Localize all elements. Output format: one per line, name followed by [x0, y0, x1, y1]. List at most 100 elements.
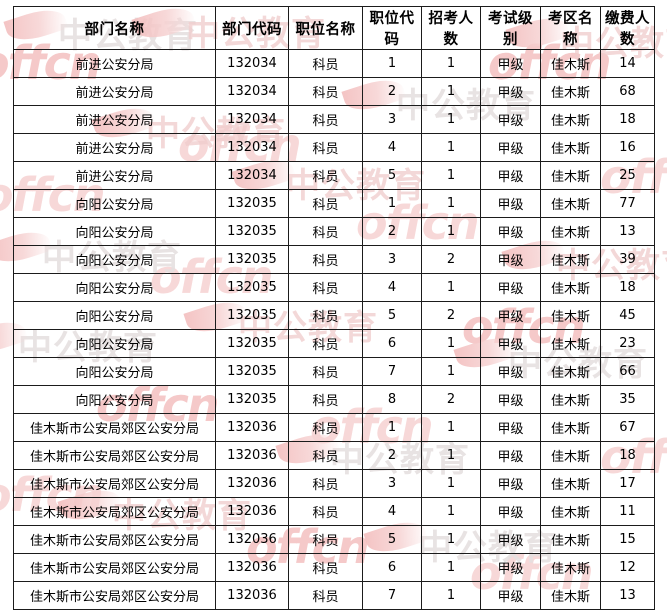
cell-code: 132035	[215, 273, 289, 302]
cell-area: 佳木斯	[540, 329, 601, 358]
table-row[interactable]: 佳木斯市公安局郊区公安分局 132036 科员 2 1 甲级 佳木斯 18	[13, 441, 655, 470]
cell-area: 佳木斯	[540, 189, 601, 218]
cell-level: 甲级	[480, 497, 541, 526]
column-header-level[interactable]: 考试级别	[480, 6, 541, 50]
cell-level: 甲级	[480, 329, 541, 358]
cell-fee: 25	[600, 161, 655, 190]
cell-hire: 1	[421, 77, 481, 106]
cell-pos: 科员	[288, 77, 363, 106]
table-row[interactable]: 向阳公安分局 132035 科员 7 1 甲级 佳木斯 66	[13, 357, 655, 386]
cell-fee: 17	[600, 469, 655, 498]
cell-hire: 1	[421, 49, 481, 78]
column-header-area[interactable]: 考区名称	[540, 6, 601, 50]
cell-pos: 科员	[288, 497, 363, 526]
cell-area: 佳木斯	[540, 553, 601, 582]
cell-hire: 2	[421, 245, 481, 274]
cell-area: 佳木斯	[540, 77, 601, 106]
cell-code: 132034	[215, 161, 289, 190]
cell-code: 132035	[215, 301, 289, 330]
cell-code: 132035	[215, 357, 289, 386]
cell-pos: 科员	[288, 357, 363, 386]
cell-hire: 1	[421, 441, 481, 470]
cell-hire: 1	[421, 581, 481, 610]
cell-pos: 科员	[288, 105, 363, 134]
cell-pos: 科员	[288, 133, 363, 162]
table-row[interactable]: 佳木斯市公安局郊区公安分局 132036 科员 1 1 甲级 佳木斯 67	[13, 413, 655, 442]
cell-dept: 向阳公安分局	[13, 329, 216, 358]
column-header-fee[interactable]: 缴费人数	[600, 6, 655, 50]
cell-area: 佳木斯	[540, 497, 601, 526]
table-row[interactable]: 佳木斯市公安局郊区公安分局 132036 科员 6 1 甲级 佳木斯 12	[13, 553, 655, 582]
cell-fee: 35	[600, 385, 655, 414]
cell-poscd: 8	[362, 385, 422, 414]
cell-area: 佳木斯	[540, 441, 601, 470]
cell-fee: 18	[600, 441, 655, 470]
cell-fee: 15	[600, 525, 655, 554]
cell-level: 甲级	[480, 553, 541, 582]
cell-area: 佳木斯	[540, 161, 601, 190]
cell-level: 甲级	[480, 217, 541, 246]
table-row[interactable]: 佳木斯市公安局郊区公安分局 132036 科员 4 1 甲级 佳木斯 11	[13, 497, 655, 526]
cell-hire: 1	[421, 133, 481, 162]
cell-dept: 向阳公安分局	[13, 357, 216, 386]
column-header-poscd[interactable]: 职位代码	[362, 6, 422, 50]
cell-poscd: 1	[362, 49, 422, 78]
cell-poscd: 7	[362, 357, 422, 386]
table-row[interactable]: 向阳公安分局 132035 科员 6 1 甲级 佳木斯 23	[13, 329, 655, 358]
table-row[interactable]: 前进公安分局 132034 科员 4 1 甲级 佳木斯 16	[13, 133, 655, 162]
cell-level: 甲级	[480, 273, 541, 302]
cell-area: 佳木斯	[540, 217, 601, 246]
column-header-pos[interactable]: 职位名称	[288, 6, 363, 50]
cell-fee: 18	[600, 105, 655, 134]
cell-dept: 前进公安分局	[13, 49, 216, 78]
table-row[interactable]: 佳木斯市公安局郊区公安分局 132036 科员 7 1 甲级 佳木斯 13	[13, 581, 655, 610]
column-header-code[interactable]: 部门代码	[215, 6, 289, 50]
table-row[interactable]: 前进公安分局 132034 科员 5 1 甲级 佳木斯 25	[13, 161, 655, 190]
cell-code: 132035	[215, 189, 289, 218]
cell-level: 甲级	[480, 441, 541, 470]
table-row[interactable]: 前进公安分局 132034 科员 2 1 甲级 佳木斯 68	[13, 77, 655, 106]
cell-area: 佳木斯	[540, 105, 601, 134]
table-body: 前进公安分局 132034 科员 1 1 甲级 佳木斯 14 前进公安分局 132034 科员 2 1 甲…	[13, 49, 655, 610]
cell-area: 佳木斯	[540, 581, 601, 610]
cell-fee: 18	[600, 273, 655, 302]
cell-pos: 科员	[288, 581, 363, 610]
column-header-dept[interactable]: 部门名称	[13, 6, 216, 50]
cell-pos: 科员	[288, 273, 363, 302]
table-row[interactable]: 佳木斯市公安局郊区公安分局 132036 科员 3 1 甲级 佳木斯 17	[13, 469, 655, 498]
cell-hire: 1	[421, 525, 481, 554]
cell-poscd: 4	[362, 497, 422, 526]
cell-fee: 66	[600, 357, 655, 386]
table-row[interactable]: 向阳公安分局 132035 科员 4 1 甲级 佳木斯 18	[13, 273, 655, 302]
cell-dept: 前进公安分局	[13, 105, 216, 134]
table-row[interactable]: 佳木斯市公安局郊区公安分局 132036 科员 5 1 甲级 佳木斯 15	[13, 525, 655, 554]
cell-hire: 2	[421, 385, 481, 414]
table-row[interactable]: 向阳公安分局 132035 科员 8 2 甲级 佳木斯 35	[13, 385, 655, 414]
table-row[interactable]: 向阳公安分局 132035 科员 5 2 甲级 佳木斯 45	[13, 301, 655, 330]
table-row[interactable]: 向阳公安分局 132035 科员 1 1 甲级 佳木斯 77	[13, 189, 655, 218]
column-header-hire[interactable]: 招考人数	[421, 6, 481, 50]
cell-code: 132035	[215, 385, 289, 414]
cell-poscd: 3	[362, 105, 422, 134]
cell-code: 132036	[215, 581, 289, 610]
table-row[interactable]: 向阳公安分局 132035 科员 3 2 甲级 佳木斯 39	[13, 245, 655, 274]
cell-fee: 23	[600, 329, 655, 358]
table-row[interactable]: 向阳公安分局 132035 科员 2 1 甲级 佳木斯 13	[13, 217, 655, 246]
table-header-row: 部门名称 部门代码 职位名称 职位代码 招考人数 考试级别 考区名称 缴费人数	[13, 6, 655, 50]
table-row[interactable]: 前进公安分局 132034 科员 3 1 甲级 佳木斯 18	[13, 105, 655, 134]
table-row[interactable]: 前进公安分局 132034 科员 1 1 甲级 佳木斯 14	[13, 49, 655, 78]
cell-level: 甲级	[480, 49, 541, 78]
cell-level: 甲级	[480, 385, 541, 414]
cell-dept: 前进公安分局	[13, 161, 216, 190]
cell-code: 132034	[215, 49, 289, 78]
cell-poscd: 4	[362, 133, 422, 162]
cell-hire: 1	[421, 105, 481, 134]
cell-dept: 前进公安分局	[13, 133, 216, 162]
cell-dept: 佳木斯市公安局郊区公安分局	[13, 441, 216, 470]
cell-fee: 13	[600, 581, 655, 610]
table-header: 部门名称 部门代码 职位名称 职位代码 招考人数 考试级别 考区名称 缴费人数	[13, 6, 655, 50]
cell-hire: 1	[421, 217, 481, 246]
cell-poscd: 3	[362, 469, 422, 498]
cell-hire: 1	[421, 497, 481, 526]
cell-level: 甲级	[480, 105, 541, 134]
